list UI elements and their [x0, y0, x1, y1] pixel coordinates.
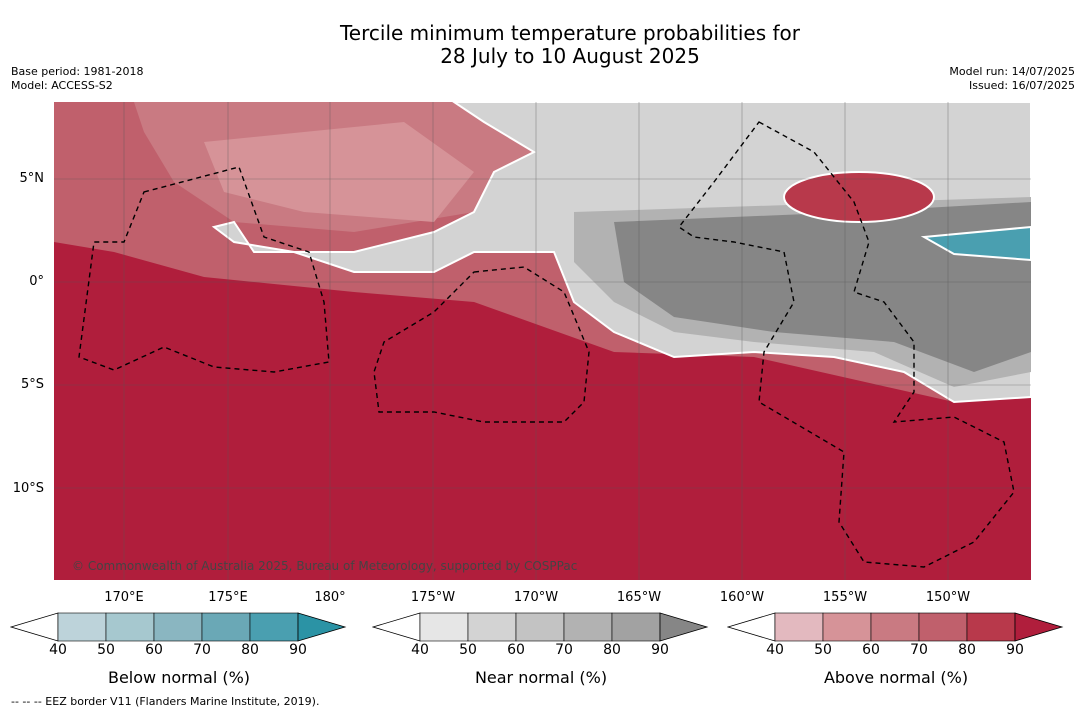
copyright-text: © Commonwealth of Australia 2025, Bureau… — [72, 559, 577, 573]
colorbar-below — [10, 612, 347, 642]
colorbar-segment — [419, 612, 469, 642]
title-line-1: Tercile minimum temperature probabilitie… — [339, 21, 801, 45]
lat-label-10s: 10°S — [12, 481, 44, 496]
colorbar-near — [372, 612, 709, 642]
lon-label-175w: 175°W — [410, 590, 456, 605]
colorbar-tick-label: 50 — [97, 642, 115, 658]
above-50-region — [204, 122, 474, 222]
lon-label-180: 180° — [314, 590, 346, 605]
colorbar-extend-low — [372, 612, 421, 642]
lat-label-0: 0° — [29, 274, 44, 289]
colorbar-title-near: Near normal (%) — [474, 668, 608, 687]
colorbar-tick-label: 70 — [555, 642, 573, 658]
lon-label-170w: 170°W — [513, 590, 559, 605]
lon-label-155w: 155°W — [822, 590, 868, 605]
colorbar-tick-label: 80 — [241, 642, 259, 658]
colorbar-segment — [563, 612, 613, 642]
eez-borders — [78, 121, 1015, 568]
colorbar-title-below: Below normal (%) — [107, 668, 251, 687]
colorbar-labels: 40 50 60 70 80 90 40 50 60 70 80 90 40 50 60 70 80 90 — [0, 642, 1085, 712]
colorbar-extend-low — [727, 612, 776, 642]
graticule — [54, 102, 1031, 580]
base-period: Base period: 1981-2018 — [11, 65, 144, 78]
colorbar-above — [727, 612, 1064, 642]
colorbar-title-above: Above normal (%) — [823, 668, 969, 687]
below-normal-patch — [920, 225, 1031, 262]
colorbar-segment — [611, 612, 661, 642]
lon-label-170e: 170°E — [104, 590, 144, 605]
map-title: Tercile minimum temperature probabilitie… — [0, 22, 1085, 68]
colorbar-tick-label: 60 — [862, 642, 880, 658]
colorbar-extend-low — [10, 612, 59, 642]
colorbar-segment — [870, 612, 920, 642]
issued-date: Issued: 16/07/2025 — [968, 79, 1075, 92]
lon-label-160w: 160°W — [719, 590, 765, 605]
probability-map: © Commonwealth of Australia 2025, Bureau… — [54, 102, 1031, 580]
colorbar-segment — [467, 612, 517, 642]
colorbar-extend-high — [1014, 612, 1064, 642]
colorbar-segment — [57, 612, 107, 642]
colorbar-segment — [966, 612, 1016, 642]
colorbar-segment — [515, 612, 565, 642]
colorbar-extend-high — [297, 612, 347, 642]
colorbar-segment — [249, 612, 299, 642]
lon-label-175e: 175°E — [208, 590, 248, 605]
colorbar-extend-high — [659, 612, 709, 642]
colorbar-tick-label: 90 — [651, 642, 669, 658]
colorbar-tick-label: 50 — [814, 642, 832, 658]
colorbar-tick-label: 50 — [459, 642, 477, 658]
colorbar-segment — [201, 612, 251, 642]
colorbar-tick-label: 60 — [145, 642, 163, 658]
colorbar-tick-label: 90 — [289, 642, 307, 658]
meta-right: Model run: 14/07/2025 Issued: 16/07/2025 — [949, 65, 1075, 93]
colorbar-segment — [153, 612, 203, 642]
colorbar-tick-label: 70 — [193, 642, 211, 658]
lat-label-5s: 5°S — [20, 377, 44, 392]
model-run: Model run: 14/07/2025 — [949, 65, 1075, 78]
colorbar-tick-label: 90 — [1006, 642, 1024, 658]
colorbar-tick-label: 60 — [507, 642, 525, 658]
eez-legend-note: -- -- -- EEZ border V11 (Flanders Marine… — [11, 695, 320, 708]
meta-left: Base period: 1981-2018 Model: ACCESS-S2 — [11, 65, 143, 93]
title-line-2: 28 July to 10 August 2025 — [440, 44, 700, 68]
lat-label-5n: 5°N — [19, 171, 45, 186]
colorbar-tick-label: 80 — [958, 642, 976, 658]
colorbar-tick-label: 80 — [603, 642, 621, 658]
colorbar-segment — [774, 612, 824, 642]
colorbar-tick-label: 70 — [910, 642, 928, 658]
colorbar-tick-label: 40 — [766, 642, 784, 658]
lon-label-150w: 150°W — [925, 590, 971, 605]
colorbar-segment — [822, 612, 872, 642]
colorbar-segment — [105, 612, 155, 642]
model-name: Model: ACCESS-S2 — [11, 79, 113, 92]
colorbar-segment — [918, 612, 968, 642]
near-90-region — [614, 202, 1031, 372]
colorbar-tick-label: 40 — [411, 642, 429, 658]
above-normal-blob — [783, 171, 935, 223]
lon-label-165w: 165°W — [616, 590, 662, 605]
colorbar-tick-label: 40 — [49, 642, 67, 658]
